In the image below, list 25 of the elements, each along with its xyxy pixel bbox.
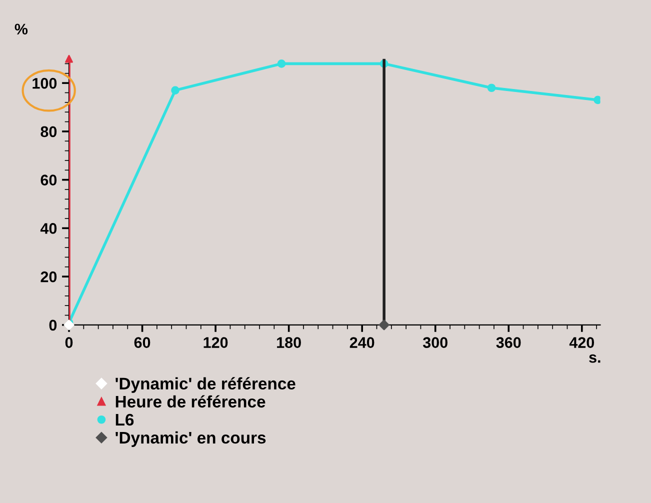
y-tick-label: 40 bbox=[40, 223, 57, 234]
x-tick-label: 420 bbox=[569, 337, 594, 348]
legend-label: 'Dynamic' en cours bbox=[116, 431, 266, 447]
x-tick-label: 180 bbox=[277, 337, 301, 348]
point bbox=[378, 320, 390, 330]
point bbox=[487, 84, 496, 92]
x-tick-label: 300 bbox=[422, 337, 448, 348]
y-tick-label: 80 bbox=[40, 126, 57, 138]
x-tick-label: 360 bbox=[496, 337, 521, 348]
point bbox=[171, 86, 180, 94]
legend-label: L6 bbox=[116, 414, 134, 426]
legend-label: 'Dynamic' de référence bbox=[116, 377, 296, 393]
x-tick-label: 0 bbox=[65, 337, 73, 348]
x-tick-label: 60 bbox=[134, 337, 150, 348]
point bbox=[65, 54, 73, 63]
x-tick-label: 120 bbox=[204, 337, 228, 348]
x-axis-title: s. bbox=[589, 354, 600, 363]
y-tick-label: 0 bbox=[49, 320, 57, 331]
y-tick-label: 60 bbox=[40, 174, 57, 186]
legend-label: Heure de référence bbox=[116, 395, 266, 408]
x-tick-label: 240 bbox=[350, 337, 374, 348]
point bbox=[277, 60, 286, 68]
y-axis-title: % bbox=[14, 24, 28, 35]
y-tick-label: 20 bbox=[40, 271, 57, 282]
y-tick-label: 100 bbox=[32, 78, 57, 89]
